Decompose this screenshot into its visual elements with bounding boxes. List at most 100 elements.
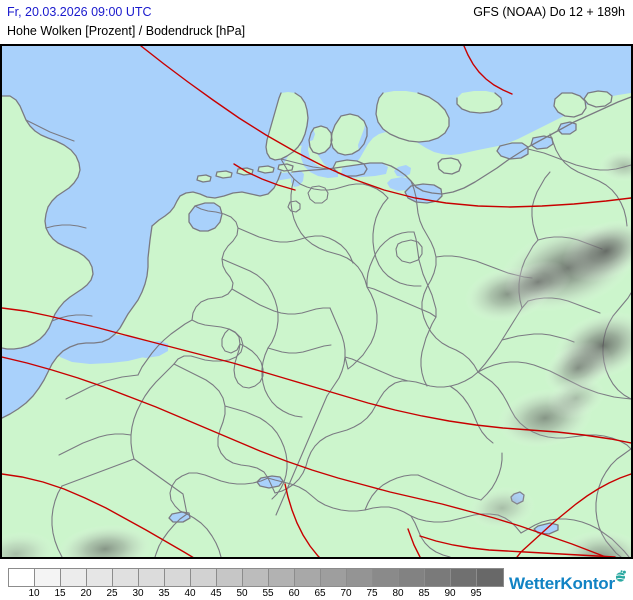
weather-map[interactable] <box>0 44 633 559</box>
border-state-bayern-west <box>275 395 328 516</box>
legend-tick-60: 60 <box>288 588 300 599</box>
border-france-germany <box>173 363 269 479</box>
border-luxembourg <box>221 328 241 354</box>
border-poland-lithuania <box>549 133 628 227</box>
border-state-berlin <box>395 239 423 264</box>
model-run-label: GFS (NOAA) Do 12 + 189h <box>473 5 625 19</box>
isobar-5 <box>284 483 320 557</box>
border-state-sachsen <box>420 316 437 387</box>
legend-tick-55: 55 <box>262 588 274 599</box>
legend-tick-45: 45 <box>210 588 222 599</box>
isobar-10 <box>407 528 421 557</box>
border-state-niedersachsen-1 <box>290 178 368 288</box>
border-austria-internal-1 <box>364 474 419 511</box>
border-state-bremen <box>287 200 301 213</box>
legend-cell <box>373 569 399 586</box>
border-germany-czech <box>267 371 479 494</box>
border-uk-internal-1 <box>25 119 75 142</box>
border-slovenia <box>410 515 451 557</box>
land-ireland <box>2 196 12 214</box>
land-baltic-ne <box>554 93 586 117</box>
legend-area: 10 15 20 25 30 35 40 45 50 55 60 65 70 75 80 85 90 95 Wet… <box>0 563 633 600</box>
border-netherlands <box>191 205 239 321</box>
border-czech-internal <box>449 385 494 444</box>
legend-cell <box>139 569 165 586</box>
border-state-hessen-west <box>267 344 332 354</box>
border-state-sachsen-anhalt <box>366 231 415 288</box>
border-france-internal-7 <box>51 485 63 557</box>
map-canvas <box>2 46 631 557</box>
legend-tick-20: 20 <box>80 588 92 599</box>
border-state-schleswig-holstein <box>280 158 389 199</box>
border-state-nrw-south <box>231 288 331 315</box>
legend-cell <box>347 569 373 586</box>
border-state-saarland <box>233 343 264 389</box>
border-uk-internal-2 <box>45 224 87 229</box>
legend-cell <box>243 569 269 586</box>
header-row-top: Fr, 20.03.2026 09:00 UTC GFS (NOAA) Do 1… <box>0 3 633 23</box>
logo-wordmark: WetterKontor <box>509 574 615 593</box>
legend-cell <box>87 569 113 586</box>
legend-tick-10: 10 <box>28 588 40 599</box>
border-state-brandenburg <box>413 231 437 318</box>
border-france-internal-3 <box>133 458 188 515</box>
land-great-britain <box>2 96 93 349</box>
land-fyn <box>309 126 332 154</box>
land-gotland <box>584 91 612 107</box>
administrative-borders <box>2 90 631 557</box>
border-state-baden-wuerttemberg <box>224 405 288 500</box>
border-italy <box>186 513 222 557</box>
coastlines <box>2 90 631 535</box>
isobar-4 <box>2 473 194 557</box>
cloud-blob-france-south <box>57 524 153 557</box>
border-state-hessen-east <box>326 307 346 397</box>
high-cloud-field <box>2 150 631 557</box>
cloud-blob-austria-east <box>468 486 536 530</box>
border-austria-internal-2 <box>417 474 482 501</box>
land-bornholm <box>438 158 461 174</box>
border-france-internal-8 <box>154 513 188 557</box>
legend-tick-75: 75 <box>366 588 378 599</box>
legend-cell <box>113 569 139 586</box>
isobar-8 <box>463 46 513 95</box>
land-norway-se <box>457 91 502 113</box>
legend-cell <box>295 569 321 586</box>
border-state-nrw <box>221 258 279 349</box>
surface-pressure-isobars <box>2 46 631 557</box>
cloud-blob-mid-poland-2 <box>504 260 572 304</box>
border-poland-internal-6 <box>531 171 551 241</box>
border-state-thueringen-east <box>366 286 437 318</box>
border-france-internal-4 <box>58 433 132 456</box>
border-switzerland <box>169 472 269 515</box>
border-state-rheinland-pfalz <box>261 347 303 418</box>
legend-cell <box>425 569 451 586</box>
map-header: Fr, 20.03.2026 09:00 UTC GFS (NOAA) Do 1… <box>0 0 633 44</box>
header-row-bottom: Hohe Wolken [Prozent] / Bodendruck [hPa] <box>0 22 633 42</box>
cloud-blob-silesia-2 <box>546 376 606 420</box>
legend-tick-40: 40 <box>184 588 196 599</box>
land-zealand <box>331 114 367 155</box>
wetterkontor-logo[interactable]: WetterKontor <box>509 570 627 596</box>
legend-cell <box>321 569 347 586</box>
legend-tick-95: 95 <box>470 588 482 599</box>
legend-cell <box>191 569 217 586</box>
legend-cell <box>217 569 243 586</box>
parameter-label: Hohe Wolken [Prozent] / Bodendruck [hPa] <box>7 24 246 38</box>
legend-tick-70: 70 <box>340 588 352 599</box>
cloud-blob-ne-poland-2 <box>562 219 631 283</box>
legend-tick-65: 65 <box>314 588 326 599</box>
cloud-blob-baltic-faint <box>598 150 631 182</box>
border-france-internal-5 <box>137 319 193 376</box>
globe-icon <box>615 570 626 582</box>
border-germany-poland <box>410 180 479 373</box>
legend-tick-30: 30 <box>132 588 144 599</box>
legend-colorbar[interactable] <box>8 568 504 587</box>
border-state-thueringen <box>344 286 378 370</box>
legend-cell <box>61 569 87 586</box>
isobar-9 <box>516 473 631 557</box>
border-france-internal-1 <box>130 363 175 460</box>
border-france-internal-2 <box>61 458 135 487</box>
legend-cell <box>269 569 295 586</box>
border-france-internal-6 <box>65 374 139 400</box>
